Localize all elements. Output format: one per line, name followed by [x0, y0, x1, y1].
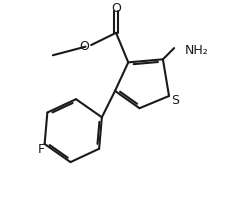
Text: O: O [79, 40, 89, 53]
Text: S: S [170, 94, 178, 106]
Text: F: F [38, 143, 45, 156]
Text: NH₂: NH₂ [183, 44, 207, 57]
Text: O: O [111, 2, 121, 15]
